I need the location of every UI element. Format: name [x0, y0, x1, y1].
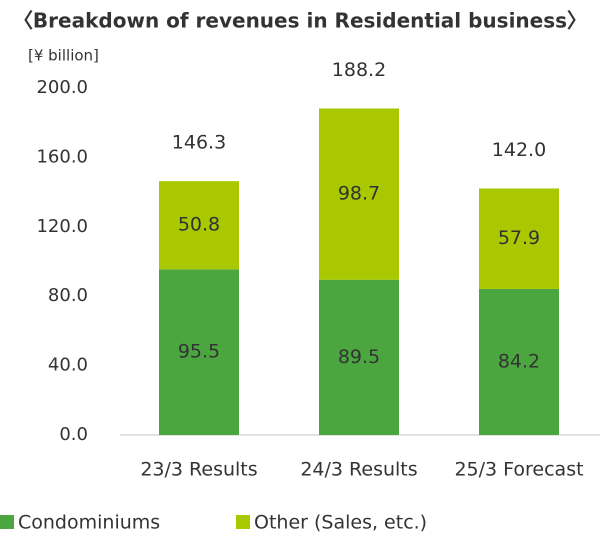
data-label: 98.7 [338, 183, 380, 205]
data-label: 57.9 [498, 227, 540, 249]
chart-title: 〈Breakdown of revenues in Residential bu… [13, 9, 587, 33]
bar-segment [479, 188, 559, 289]
y-tick-label: 40.0 [48, 355, 88, 376]
bar-segment [319, 279, 399, 435]
total-label: 146.3 [172, 132, 226, 154]
x-tick-label: 25/3 Forecast [454, 459, 583, 481]
y-tick-label: 0.0 [59, 424, 88, 445]
y-tick-label: 200.0 [36, 77, 88, 98]
y-tick-label: 120.0 [36, 216, 88, 237]
data-label: 84.2 [498, 350, 540, 372]
y-tick-label: 80.0 [48, 285, 88, 306]
legend-swatch [236, 515, 250, 529]
data-label: 50.8 [178, 214, 220, 236]
data-label: 89.5 [338, 346, 380, 368]
legend-swatch [0, 515, 14, 529]
legend-label: Condominiums [18, 512, 160, 534]
total-label: 142.0 [492, 139, 546, 161]
bar-segment [159, 181, 239, 270]
bar-segment [479, 288, 559, 435]
x-tick-label: 24/3 Results [300, 459, 417, 481]
total-label: 188.2 [332, 59, 386, 81]
bar-segment [319, 108, 399, 280]
y-axis-label: [¥ billion] [28, 47, 99, 65]
legend-label: Other (Sales, etc.) [254, 512, 427, 534]
y-tick-label: 160.0 [36, 146, 88, 167]
data-label: 95.5 [178, 341, 220, 363]
bar-segment [159, 269, 239, 435]
x-tick-label: 23/3 Results [140, 459, 257, 481]
